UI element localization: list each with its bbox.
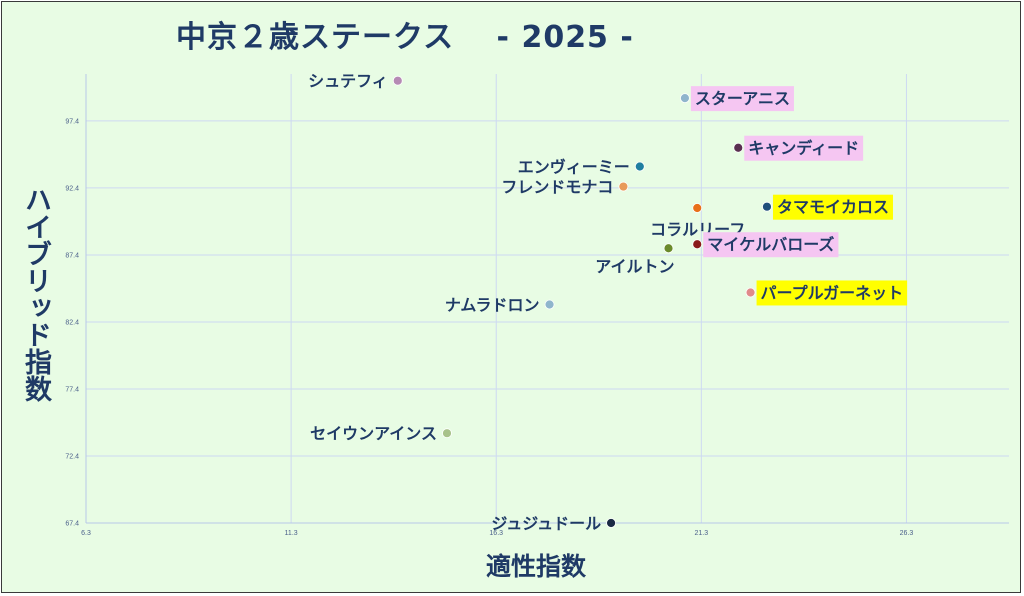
point-marker (745, 287, 756, 298)
point-marker (663, 243, 674, 254)
data-point-group: タマモイカロス (762, 194, 893, 220)
x-axis-label: 適性指数 (486, 552, 587, 581)
x-tick-label: 11.3 (285, 530, 298, 537)
data-point-group: ナムラドロン (445, 296, 555, 315)
grid-lines (85, 74, 1009, 524)
y-tick-label: 97.4 (65, 118, 79, 125)
point-label: エンヴィーミー (518, 157, 630, 176)
x-tick-label: 21.3 (695, 530, 709, 537)
point-label: パープルガーネット (761, 283, 904, 302)
point-marker (762, 201, 772, 212)
data-point-group: アイルトン (595, 243, 675, 276)
data-points: シュテフィスターアニスキャンディードエンヴィーミーフレンドモナコタマモイカロスコ… (308, 72, 908, 533)
y-tick-label: 67.4 (65, 521, 79, 528)
y-axis-label: ハイブリッド指数 (20, 186, 51, 402)
point-label: ジュジュドール (491, 514, 601, 533)
point-marker (680, 93, 690, 104)
y-tick-label: 87.4 (65, 252, 79, 259)
tick-labels: 6.3 11.3 16.3 21.3 26.3 67.4 72.4 77.4 82.4 87.4 9… (65, 118, 913, 537)
data-point-group: フレンドモナコ (501, 178, 629, 197)
label-highlight (744, 135, 864, 161)
x-tick-label: 6.3 (81, 530, 91, 537)
data-point-group: エンヴィーミー (518, 157, 645, 176)
point-label: タマモイカロス (777, 198, 889, 217)
label-highlight (703, 232, 839, 258)
data-point-group: シュテフィ (308, 72, 403, 91)
point-marker (442, 428, 452, 439)
point-label: アイルトン (595, 257, 674, 276)
chart-title: 中京２歳ステークス - 2025 - (176, 20, 634, 55)
data-point-group: マイケルバローズ (692, 232, 839, 258)
point-label: ナムラドロン (445, 296, 540, 315)
point-label: キャンディード (748, 139, 859, 158)
point-marker (606, 518, 616, 528)
label-highlight (756, 280, 908, 306)
point-marker (733, 142, 744, 153)
point-marker (618, 181, 629, 192)
point-marker (544, 299, 555, 310)
y-tick-label: 72.4 (65, 453, 79, 460)
y-tick-label: 77.4 (65, 386, 79, 393)
point-marker (692, 203, 703, 213)
point-label: スターアニス (695, 89, 790, 108)
y-tick-label: 92.4 (65, 185, 79, 192)
point-marker (634, 161, 645, 172)
point-marker (692, 239, 703, 250)
data-point-group: セイウンアインス (310, 424, 452, 443)
point-marker (392, 75, 403, 86)
data-point-group: スターアニス (680, 86, 794, 112)
x-tick-label: 26.3 (900, 530, 914, 537)
data-point-group: キャンディード (733, 135, 864, 161)
point-label: フレンドモナコ (501, 178, 613, 197)
label-highlight (772, 194, 893, 220)
point-label: シュテフィ (308, 72, 388, 91)
y-tick-label: 82.4 (65, 319, 79, 326)
label-highlight (690, 86, 794, 112)
point-label: マイケルバローズ (707, 235, 834, 254)
data-point-group: ジュジュドール (491, 514, 616, 533)
data-point-group: パープルガーネット (745, 280, 908, 306)
point-label: セイウンアインス (310, 424, 437, 443)
x-tick-label: 16.3 (489, 530, 503, 537)
